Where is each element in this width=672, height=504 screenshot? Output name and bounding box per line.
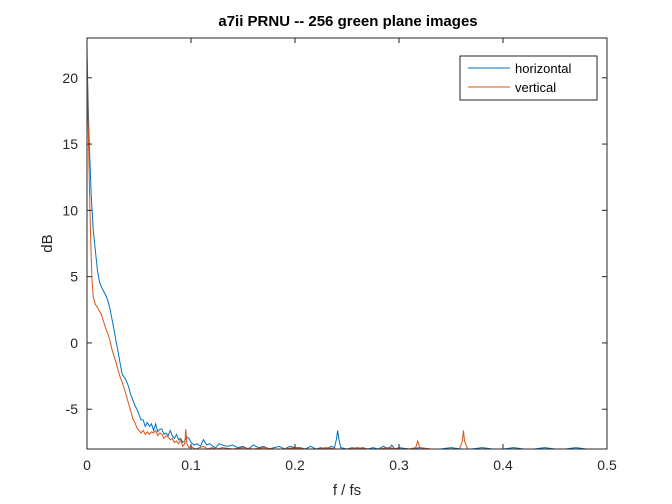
chart-title: a7ii PRNU -- 256 green plane images [218,13,477,30]
x-axis-label: f / fs [333,482,361,499]
x-tick-label: 0 [83,457,91,473]
legend-box [459,55,598,101]
x-tick-label: 0.1 [181,457,201,473]
y-axis-label: dB [39,234,56,252]
x-tick-label: 0.2 [285,457,305,473]
series-line-vertical [87,44,607,449]
axes-layer: 0 0.1 0.2 0.3 0.4 0.5 -5 0 5 10 15 20 [62,37,617,473]
x-tick-label: 0.3 [389,457,409,473]
legend-label-vertical: vertical [515,80,556,95]
x-tick-label: 0.5 [597,457,617,473]
y-tick-label: 0 [70,335,78,351]
y-tick-label: 20 [62,70,78,86]
series-line-horizontal [87,57,607,449]
y-tick-label: 5 [70,269,78,285]
series-layer [87,44,607,449]
legend-label-horizontal: horizontal [515,61,571,76]
plot-area [87,38,607,449]
y-tick-label: -5 [66,401,79,417]
y-tick-label: 15 [62,136,78,152]
axes-box [86,37,608,450]
legend: horizontal vertical [459,55,598,101]
x-tick-label: 0.4 [493,457,513,473]
y-tick-label: 10 [62,202,78,218]
